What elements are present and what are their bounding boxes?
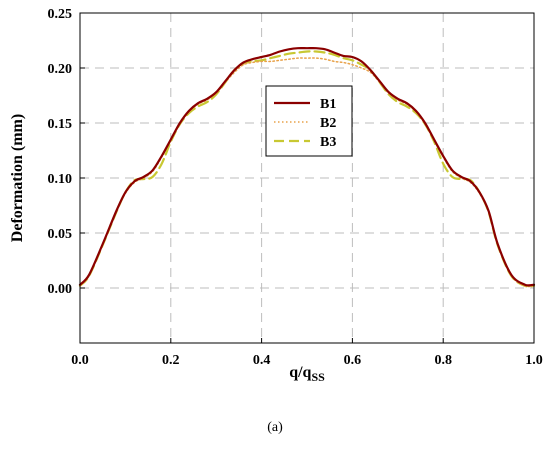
legend-label-b2: B2 (320, 116, 336, 131)
legend-box (265, 85, 353, 157)
series-line-b1 (78, 47, 536, 287)
x-axis-title: q/qSS (289, 364, 325, 384)
series-lines (78, 47, 536, 288)
axis-ticks: 0.00 0.05 0.10 0.15 0.20 0.25 0.0 0.2 0.4 0.6 0.8 1… (48, 7, 543, 368)
series-line-b3 (78, 50, 536, 288)
y-tick-label: 0.10 (48, 172, 73, 187)
y-tick-label: 0.15 (48, 117, 73, 132)
figure-caption: (a) (267, 420, 283, 435)
x-axis-title-subscript: SS (311, 370, 325, 384)
x-tick-label: 1.0 (525, 353, 543, 368)
x-tick-label: 0.0 (71, 353, 89, 368)
x-axis-title-main: q/q (289, 364, 311, 381)
grid (80, 13, 534, 343)
legend-label-b3: B3 (320, 135, 336, 150)
x-tick-label: 0.2 (162, 353, 180, 368)
y-tick-label: 0.05 (48, 227, 73, 242)
legend: B1 B2 B3 (265, 85, 353, 157)
x-tick-label: 0.8 (434, 353, 452, 368)
y-tick-label: 0.25 (48, 7, 73, 22)
x-tick-label: 0.6 (344, 353, 362, 368)
y-tick-label: 0.20 (48, 62, 73, 77)
legend-label-b1: B1 (320, 97, 336, 112)
y-axis-title: Deformation (mm) (9, 114, 26, 242)
y-tick-label: 0.00 (48, 282, 73, 297)
x-tick-label: 0.4 (253, 353, 271, 368)
